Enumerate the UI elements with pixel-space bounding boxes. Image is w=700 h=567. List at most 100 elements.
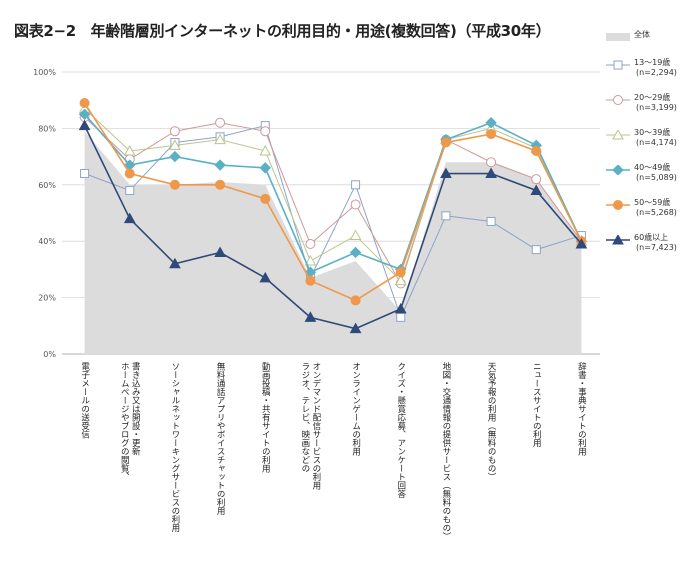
data-point <box>78 119 91 131</box>
data-point <box>304 311 317 322</box>
legend-swatch-marker <box>612 235 624 245</box>
data-point <box>575 237 588 249</box>
data-point <box>486 157 497 168</box>
x-axis-labels: 電子メールの送受信 ホームページやブログの閲覧、 書き込み又は開設・更新 ソーシャルネ… <box>80 361 587 540</box>
x-tick-label: オンデマンド配信サービスの利用 <box>311 362 321 490</box>
legend-swatch <box>606 60 630 70</box>
x-tick-label: ニュースサイトの利用 <box>531 362 541 448</box>
legend-item: 50〜59歳 (n=5,268) <box>606 196 700 231</box>
legend-swatch <box>606 165 630 175</box>
legend-sample-size: (n=5,089) <box>636 173 677 182</box>
legend-item: 20〜29歳 (n=3,199) <box>606 91 700 126</box>
legend: 全体 13〜19歳 (n=2,294) 20〜29歳 (n=3,199) 30〜39歳 (n… <box>606 28 700 266</box>
x-tick-label: 書き込み又は開設・更新 <box>130 361 140 456</box>
x-tick-label: 天気予報の利用（無料のもの） <box>486 362 496 481</box>
data-point <box>305 239 316 250</box>
data-point <box>396 312 406 322</box>
data-point <box>531 174 542 185</box>
legend-item-total: 全体 <box>606 28 700 56</box>
data-point <box>260 126 271 137</box>
y-tick-label: 80% <box>38 124 56 133</box>
legend-swatch <box>606 95 630 105</box>
legend-sample-size: (n=4,174) <box>636 138 677 147</box>
series-4 <box>79 98 587 306</box>
legend-label: 40〜49歳 <box>634 163 671 172</box>
total-area <box>84 131 582 354</box>
y-tick-label: 0% <box>43 350 56 359</box>
data-point <box>169 257 181 269</box>
data-point <box>349 229 362 241</box>
series-line <box>83 113 583 274</box>
data-point <box>214 159 226 171</box>
data-point <box>214 246 226 257</box>
data-point <box>305 275 316 286</box>
x-tick-label: クイズ・懸賞応募、アンケート回答 <box>396 362 406 499</box>
data-point <box>125 185 135 195</box>
series-lines-layer <box>78 98 588 334</box>
series-5 <box>78 119 588 334</box>
x-tick-label: 辞書・事典サイトの利用 <box>576 361 586 456</box>
series-line <box>83 125 583 330</box>
x-tick-label: 無料通話アプリやボイスチャットの利用 <box>215 361 225 516</box>
legend-item: 60歳以上 (n=7,423) <box>606 231 700 266</box>
x-tick-label: 電子メールの送受信 <box>80 362 90 439</box>
data-point <box>485 167 497 179</box>
series-line <box>84 124 582 319</box>
legend-item: 13〜19歳 (n=2,294) <box>606 56 700 91</box>
data-point <box>350 199 361 210</box>
legend-label: 20〜29歳 <box>634 93 671 102</box>
legend-label: 全体 <box>634 30 650 39</box>
legend-sample-size: (n=7,423) <box>636 243 677 252</box>
x-tick-label: 地図・交通情報の提供サービス（無料のもの） <box>441 361 451 540</box>
y-tick-label: 100% <box>33 68 56 77</box>
legend-swatch-marker <box>613 95 623 105</box>
data-point <box>350 295 361 306</box>
x-tick-label: ホームページやブログの閲覧、 <box>119 362 129 481</box>
data-point <box>485 117 497 129</box>
legend-swatch-marker <box>613 60 623 70</box>
data-point <box>124 168 135 179</box>
data-point <box>215 117 226 128</box>
legend-swatch-fill <box>606 33 630 41</box>
data-point <box>395 267 406 278</box>
data-point <box>531 145 542 156</box>
legend-label: 50〜59歳 <box>634 198 671 207</box>
data-point <box>531 245 541 255</box>
data-point <box>215 179 226 190</box>
legend-item: 30〜39歳 (n=4,174) <box>606 126 700 161</box>
data-point <box>169 126 180 137</box>
data-point <box>304 254 317 266</box>
data-point <box>349 322 362 334</box>
data-point <box>349 246 362 259</box>
legend-label: 30〜39歳 <box>634 128 671 137</box>
data-point <box>486 129 497 140</box>
data-point <box>79 98 90 109</box>
legend-swatch-marker <box>612 165 624 175</box>
data-point <box>530 184 543 195</box>
data-point <box>440 137 451 148</box>
data-point <box>440 167 452 179</box>
data-point <box>394 302 407 314</box>
legend-sample-size: (n=5,268) <box>636 208 677 217</box>
data-point <box>486 216 496 226</box>
legend-swatch <box>606 200 630 210</box>
chart-title: 図表2−2 年齢階層別インターネットの利用目的・用途(複数回答)（平成30年） <box>14 22 551 40</box>
legend-swatch <box>606 130 630 140</box>
series-line <box>84 116 582 285</box>
legend-sample-size: (n=3,199) <box>636 103 677 112</box>
data-point <box>169 179 180 190</box>
y-tick-label: 20% <box>38 294 56 303</box>
data-point <box>78 108 91 121</box>
legend-swatch-marker <box>613 200 623 210</box>
legend-swatch-marker <box>612 130 624 140</box>
data-point <box>259 271 272 283</box>
line-chart: 0% 20% 40% 60% 80% 100% 電子メールの送受信 ホームページやブログの閲… <box>33 68 600 541</box>
data-point <box>214 133 226 145</box>
data-point <box>259 162 271 174</box>
data-point <box>394 274 407 286</box>
y-tick-label: 60% <box>38 181 56 190</box>
data-point <box>259 144 272 156</box>
legend-swatch <box>606 33 630 41</box>
legend-label: 60歳以上 <box>634 233 669 242</box>
data-point <box>441 211 451 221</box>
